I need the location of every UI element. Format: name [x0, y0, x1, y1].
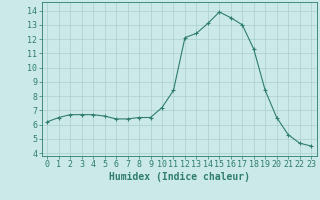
X-axis label: Humidex (Indice chaleur): Humidex (Indice chaleur)	[109, 172, 250, 182]
